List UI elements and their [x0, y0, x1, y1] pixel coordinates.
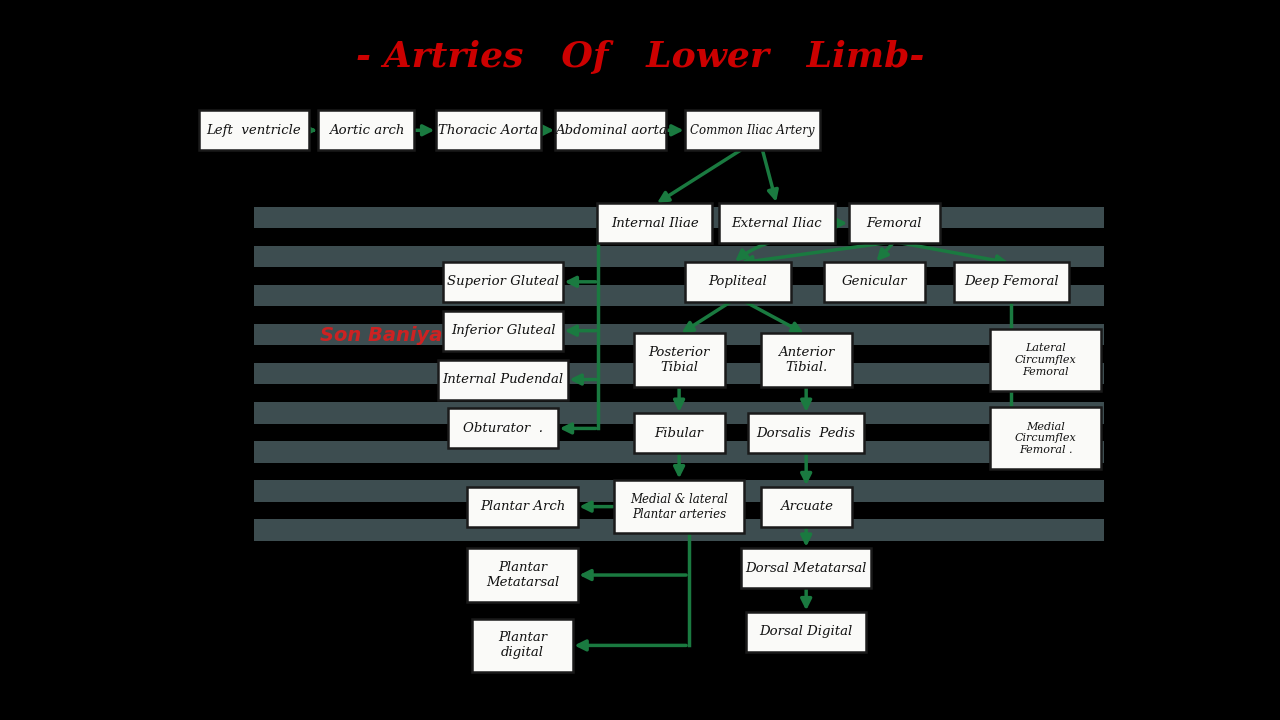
- Bar: [253, 324, 1105, 346]
- FancyBboxPatch shape: [443, 310, 563, 351]
- FancyBboxPatch shape: [467, 487, 579, 526]
- Bar: [253, 441, 1105, 463]
- FancyBboxPatch shape: [685, 110, 820, 150]
- FancyBboxPatch shape: [719, 203, 835, 243]
- Text: Inferior Gluteal: Inferior Gluteal: [451, 324, 556, 337]
- Text: External Iliac: External Iliac: [732, 217, 822, 230]
- Text: Popliteal: Popliteal: [708, 275, 767, 288]
- Text: Internal Iliae: Internal Iliae: [611, 217, 699, 230]
- Text: Superior Gluteal: Superior Gluteal: [447, 275, 559, 288]
- FancyBboxPatch shape: [746, 612, 867, 652]
- Text: Thoracic Aorta: Thoracic Aorta: [439, 124, 539, 137]
- Text: Anterior
Tibial.: Anterior Tibial.: [778, 346, 835, 374]
- Bar: [253, 207, 1105, 228]
- Text: - Artries   Of   Lower   Limb-: - Artries Of Lower Limb-: [356, 40, 924, 74]
- FancyBboxPatch shape: [614, 480, 744, 534]
- Text: Fibular: Fibular: [654, 427, 704, 440]
- Text: Plantar
Metatarsal: Plantar Metatarsal: [486, 561, 559, 589]
- Text: Femoral: Femoral: [867, 217, 922, 230]
- Text: Abdominal aorta: Abdominal aorta: [554, 124, 667, 137]
- Bar: [253, 402, 1105, 423]
- FancyBboxPatch shape: [467, 548, 579, 602]
- Text: Dorsalis  Pedis: Dorsalis Pedis: [756, 427, 855, 440]
- Bar: [253, 246, 1105, 267]
- Text: Lateral
Circumflex
Femoral: Lateral Circumflex Femoral: [1015, 343, 1076, 377]
- FancyBboxPatch shape: [438, 359, 568, 400]
- Bar: [253, 519, 1105, 541]
- Text: Obturator  .: Obturator .: [463, 422, 543, 435]
- Text: Medial
Circumflex
Femoral .: Medial Circumflex Femoral .: [1015, 422, 1076, 455]
- FancyBboxPatch shape: [596, 203, 713, 243]
- FancyBboxPatch shape: [749, 413, 864, 454]
- FancyBboxPatch shape: [634, 333, 724, 387]
- FancyBboxPatch shape: [849, 203, 940, 243]
- FancyBboxPatch shape: [443, 262, 563, 302]
- FancyBboxPatch shape: [685, 262, 791, 302]
- FancyBboxPatch shape: [634, 413, 724, 454]
- Text: Arcuate: Arcuate: [780, 500, 833, 513]
- Text: Dorsal Digital: Dorsal Digital: [759, 625, 852, 638]
- FancyBboxPatch shape: [954, 262, 1069, 302]
- FancyBboxPatch shape: [448, 408, 558, 449]
- Text: Common Iliac Artery: Common Iliac Artery: [690, 124, 814, 137]
- FancyBboxPatch shape: [435, 110, 541, 150]
- FancyBboxPatch shape: [760, 333, 851, 387]
- FancyBboxPatch shape: [991, 408, 1101, 469]
- FancyBboxPatch shape: [991, 329, 1101, 391]
- Text: Posterior
Tibial: Posterior Tibial: [649, 346, 710, 374]
- Text: Genicular: Genicular: [842, 275, 908, 288]
- Text: Son Baniya: Son Baniya: [320, 326, 442, 345]
- Text: Medial & lateral
Plantar arteries: Medial & lateral Plantar arteries: [630, 492, 728, 521]
- Text: Internal Pudendal: Internal Pudendal: [443, 373, 563, 386]
- FancyBboxPatch shape: [472, 618, 573, 672]
- FancyBboxPatch shape: [824, 262, 925, 302]
- FancyBboxPatch shape: [198, 110, 310, 150]
- FancyBboxPatch shape: [556, 110, 666, 150]
- Bar: [253, 363, 1105, 384]
- FancyBboxPatch shape: [319, 110, 415, 150]
- FancyBboxPatch shape: [760, 487, 851, 526]
- Bar: [253, 480, 1105, 502]
- FancyBboxPatch shape: [741, 548, 872, 588]
- Text: Aortic arch: Aortic arch: [329, 124, 404, 137]
- Text: Deep Femoral: Deep Femoral: [964, 275, 1059, 288]
- Text: Plantar
digital: Plantar digital: [498, 631, 548, 660]
- Text: Left  ventricle: Left ventricle: [206, 124, 301, 137]
- Bar: [253, 284, 1105, 306]
- Text: Dorsal Metatarsal: Dorsal Metatarsal: [745, 562, 867, 575]
- Text: Plantar Arch: Plantar Arch: [480, 500, 566, 513]
